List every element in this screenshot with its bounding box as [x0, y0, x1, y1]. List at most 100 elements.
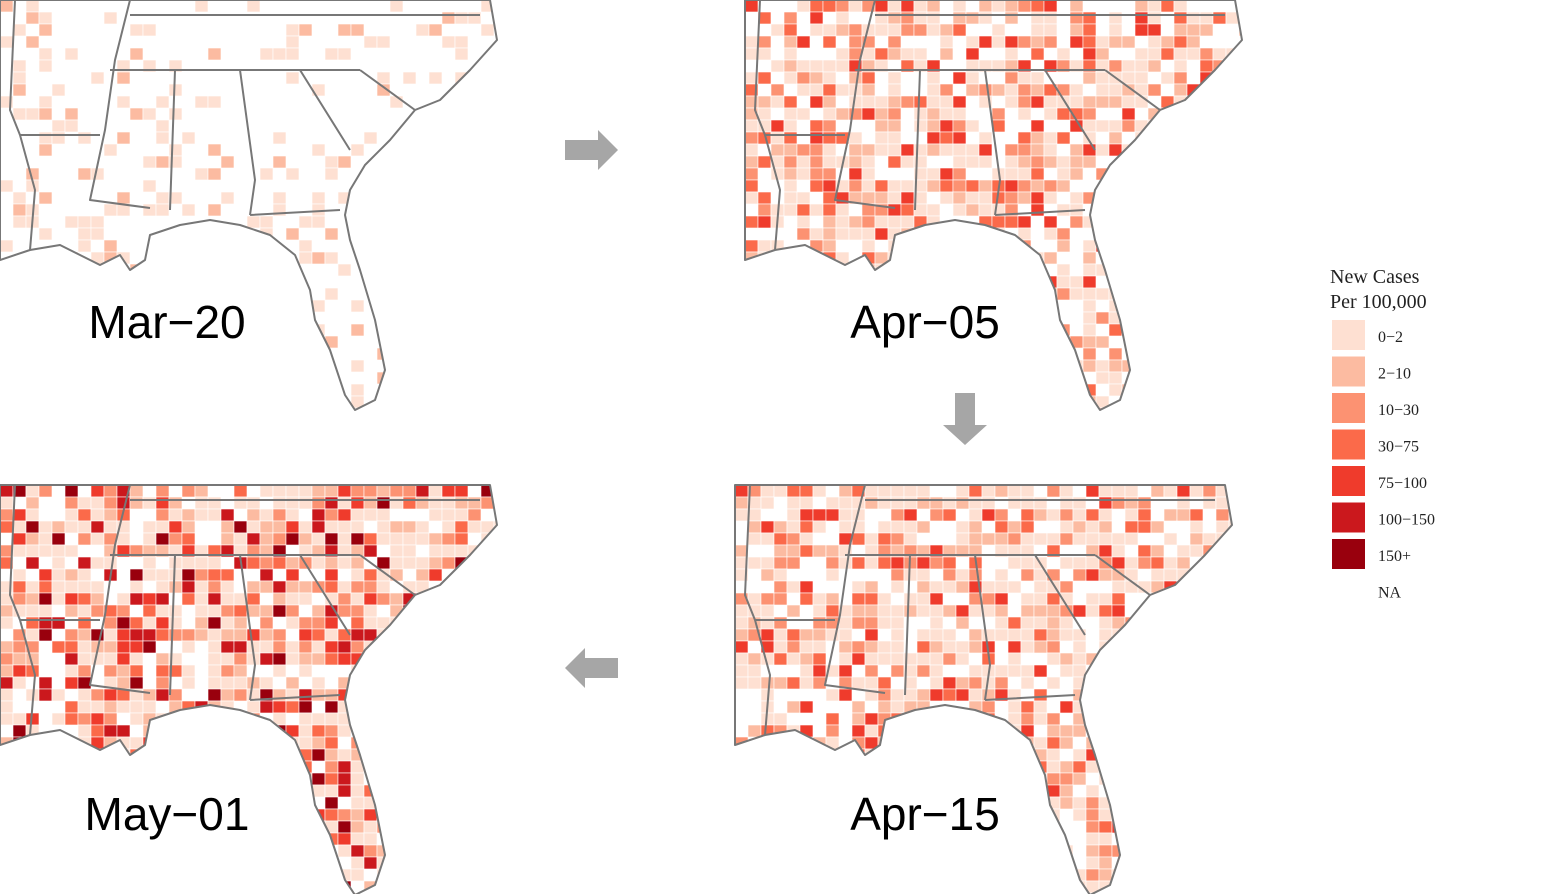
county — [835, 359, 850, 373]
county — [822, 131, 837, 145]
county — [848, 179, 863, 193]
county — [890, 868, 905, 882]
county — [890, 736, 905, 750]
county — [770, 59, 785, 73]
county — [38, 868, 53, 882]
county — [1160, 179, 1175, 193]
county — [745, 275, 759, 289]
county — [851, 592, 866, 606]
county — [822, 359, 837, 373]
county — [1098, 748, 1113, 762]
county — [760, 772, 775, 786]
county — [1176, 712, 1191, 726]
county — [12, 784, 27, 798]
county — [1007, 868, 1022, 882]
county — [311, 712, 326, 726]
county — [363, 688, 378, 702]
county — [259, 323, 274, 337]
county — [903, 520, 918, 534]
county — [929, 724, 944, 738]
county — [1238, 167, 1242, 181]
county — [1202, 868, 1217, 882]
county — [25, 820, 40, 834]
county — [1228, 616, 1232, 630]
county — [1085, 856, 1100, 870]
county — [389, 856, 404, 870]
county — [103, 712, 118, 726]
county — [168, 107, 183, 121]
state-borders — [9, 484, 480, 736]
county — [155, 203, 170, 217]
county — [1134, 323, 1149, 337]
county — [415, 784, 430, 798]
county — [745, 215, 759, 229]
county — [1017, 107, 1032, 121]
county — [220, 868, 235, 882]
county — [90, 508, 105, 522]
county — [1043, 407, 1058, 410]
county — [783, 191, 798, 205]
county — [402, 868, 417, 882]
county — [376, 251, 391, 265]
county — [770, 119, 785, 133]
county — [64, 580, 79, 594]
county — [272, 191, 287, 205]
county — [968, 724, 983, 738]
county — [1225, 347, 1240, 361]
county — [415, 640, 430, 654]
county — [64, 604, 79, 618]
county — [1056, 227, 1071, 241]
county — [1033, 688, 1048, 702]
county — [311, 652, 326, 666]
county — [246, 856, 261, 870]
county — [835, 0, 850, 13]
county — [376, 167, 391, 181]
county — [207, 676, 222, 690]
county — [1046, 844, 1061, 858]
county — [64, 263, 79, 277]
county — [851, 760, 866, 774]
county — [402, 712, 417, 726]
county — [1228, 580, 1232, 594]
county — [900, 143, 915, 157]
county — [25, 604, 40, 618]
county — [285, 35, 300, 49]
county — [1124, 868, 1139, 882]
county — [1137, 724, 1152, 738]
county — [324, 856, 339, 870]
county — [773, 736, 788, 750]
county — [835, 323, 850, 337]
county — [1085, 832, 1100, 846]
county — [1137, 508, 1152, 522]
state-map — [744, 0, 1243, 411]
county — [376, 35, 391, 49]
county — [1147, 35, 1162, 49]
county — [890, 688, 905, 702]
county — [978, 371, 993, 385]
county — [415, 532, 430, 546]
county — [1186, 35, 1201, 49]
county — [1189, 844, 1204, 858]
county — [207, 359, 222, 373]
state-map — [0, 484, 498, 894]
county — [809, 227, 824, 241]
county — [900, 347, 915, 361]
county — [760, 616, 775, 630]
county — [1215, 748, 1230, 762]
county — [812, 520, 827, 534]
county — [942, 508, 957, 522]
county — [786, 676, 801, 690]
county — [757, 71, 772, 85]
county — [1098, 844, 1113, 858]
county — [1212, 143, 1227, 157]
county — [1033, 604, 1048, 618]
county — [822, 107, 837, 121]
county — [783, 71, 798, 85]
county — [142, 628, 157, 642]
county — [809, 395, 824, 409]
county — [38, 796, 53, 810]
county — [77, 568, 92, 582]
county — [12, 664, 27, 678]
county — [324, 880, 339, 894]
county — [773, 820, 788, 834]
